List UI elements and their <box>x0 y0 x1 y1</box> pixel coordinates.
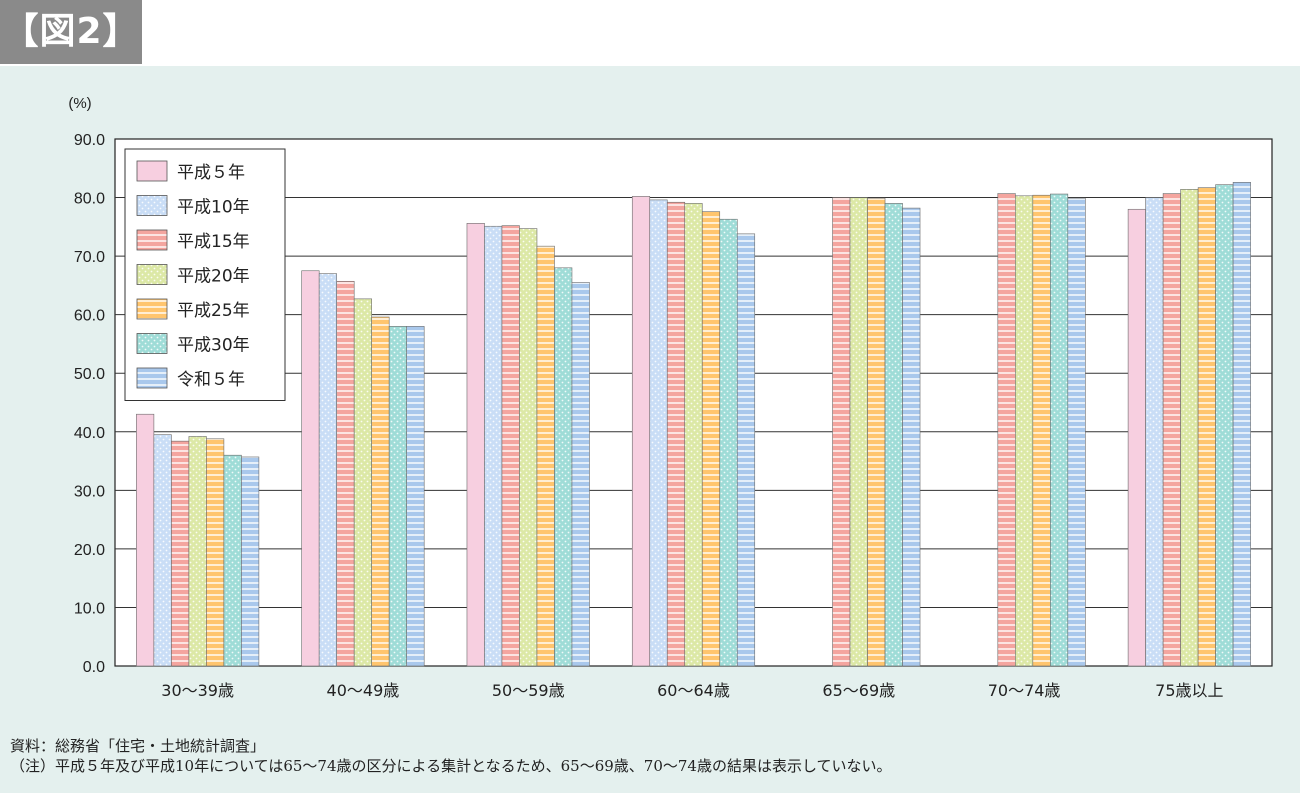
bar <box>206 438 225 667</box>
footnote: （注）平成５年及び平成10年については65～74歳の区分による集計となるため、6… <box>10 757 892 775</box>
legend-label: 平成30年 <box>177 336 250 356</box>
bar <box>318 273 337 667</box>
legend-swatch <box>136 195 168 216</box>
bar <box>684 203 703 667</box>
x-tick-label: 40～49歳 <box>327 681 400 700</box>
bar <box>1197 187 1216 667</box>
bar <box>554 267 573 667</box>
legend-label: 平成20年 <box>177 267 250 287</box>
figure-label: 【図2】 <box>0 0 142 64</box>
x-tick-label: 60～64歳 <box>657 681 730 700</box>
bar <box>536 245 555 667</box>
bar <box>388 326 407 667</box>
bar <box>701 211 721 667</box>
bar <box>631 196 651 667</box>
bar <box>466 223 485 667</box>
legend-label: 令和５年 <box>177 370 245 390</box>
legend-swatch <box>136 298 168 320</box>
legend-swatch <box>136 367 168 389</box>
bar <box>1162 193 1181 667</box>
chart-panel: 0.0 10.0 20.0 30.0 40.0 50.0 60.0 70.0 80.0 90.0 (… <box>0 66 1300 793</box>
legend-swatch <box>136 264 168 285</box>
bar <box>371 316 390 667</box>
x-tick-label: 50～59歳 <box>492 681 565 700</box>
y-axis-label: (%) <box>68 95 91 112</box>
bar <box>849 197 868 667</box>
bar <box>188 436 207 667</box>
y-tick-label: 30.0 <box>74 483 105 500</box>
legend-swatch <box>136 160 168 182</box>
bar <box>571 282 590 667</box>
bar <box>1180 189 1199 667</box>
legend-swatch <box>136 333 168 354</box>
bar <box>1050 193 1069 667</box>
bar <box>336 280 355 667</box>
bar <box>1232 182 1251 667</box>
x-tick-label: 65～69歳 <box>822 681 895 700</box>
bar <box>1215 184 1234 667</box>
bar <box>223 454 242 667</box>
y-tick-label: 70.0 <box>74 249 105 266</box>
y-tick-label: 20.0 <box>74 542 105 559</box>
bar <box>484 225 503 667</box>
bar <box>136 413 155 667</box>
bar <box>1032 194 1051 667</box>
y-tick-label: 0.0 <box>83 659 105 676</box>
y-tick-label: 80.0 <box>74 191 105 208</box>
source-note: 資料：総務省「住宅・土地統計調査」 <box>10 737 266 755</box>
bar <box>1145 197 1164 667</box>
bar <box>902 207 921 667</box>
bar <box>719 218 738 667</box>
bar <box>501 225 520 667</box>
y-tick-label: 10.0 <box>74 600 105 617</box>
bar <box>519 228 538 667</box>
bar <box>406 326 425 667</box>
legend-label: 平成５年 <box>177 163 245 183</box>
y-tick-label: 90.0 <box>74 132 105 149</box>
bar <box>1015 195 1034 667</box>
bar <box>736 233 756 667</box>
x-tick-label: 70～74歳 <box>988 681 1061 700</box>
bar <box>649 199 668 667</box>
bar <box>997 193 1016 667</box>
bar <box>884 203 903 667</box>
legend-label: 平成10年 <box>177 198 250 218</box>
bar <box>353 298 372 667</box>
bar <box>1067 197 1086 667</box>
bar <box>867 197 886 667</box>
bar <box>301 270 320 667</box>
bar <box>241 456 260 667</box>
bar <box>832 197 851 667</box>
bar-chart: 0.0 10.0 20.0 30.0 40.0 50.0 60.0 70.0 80.0 90.0 (… <box>68 95 1273 700</box>
chart-notes: 資料：総務省「住宅・土地統計調査」 （注）平成５年及び平成10年については65～… <box>10 736 892 776</box>
y-tick-label: 60.0 <box>74 308 105 325</box>
legend-swatch <box>136 229 168 251</box>
legend-label: 平成15年 <box>177 232 250 252</box>
legend-label: 平成25年 <box>177 301 250 321</box>
x-tick-label: 30～39歳 <box>161 681 234 700</box>
bar <box>153 434 172 667</box>
bar <box>1127 208 1146 667</box>
y-tick-label: 50.0 <box>74 366 105 383</box>
bar <box>171 440 190 667</box>
bar <box>666 201 686 667</box>
y-tick-label: 40.0 <box>74 425 105 442</box>
x-tick-label: 75歳以上 <box>1155 681 1223 700</box>
